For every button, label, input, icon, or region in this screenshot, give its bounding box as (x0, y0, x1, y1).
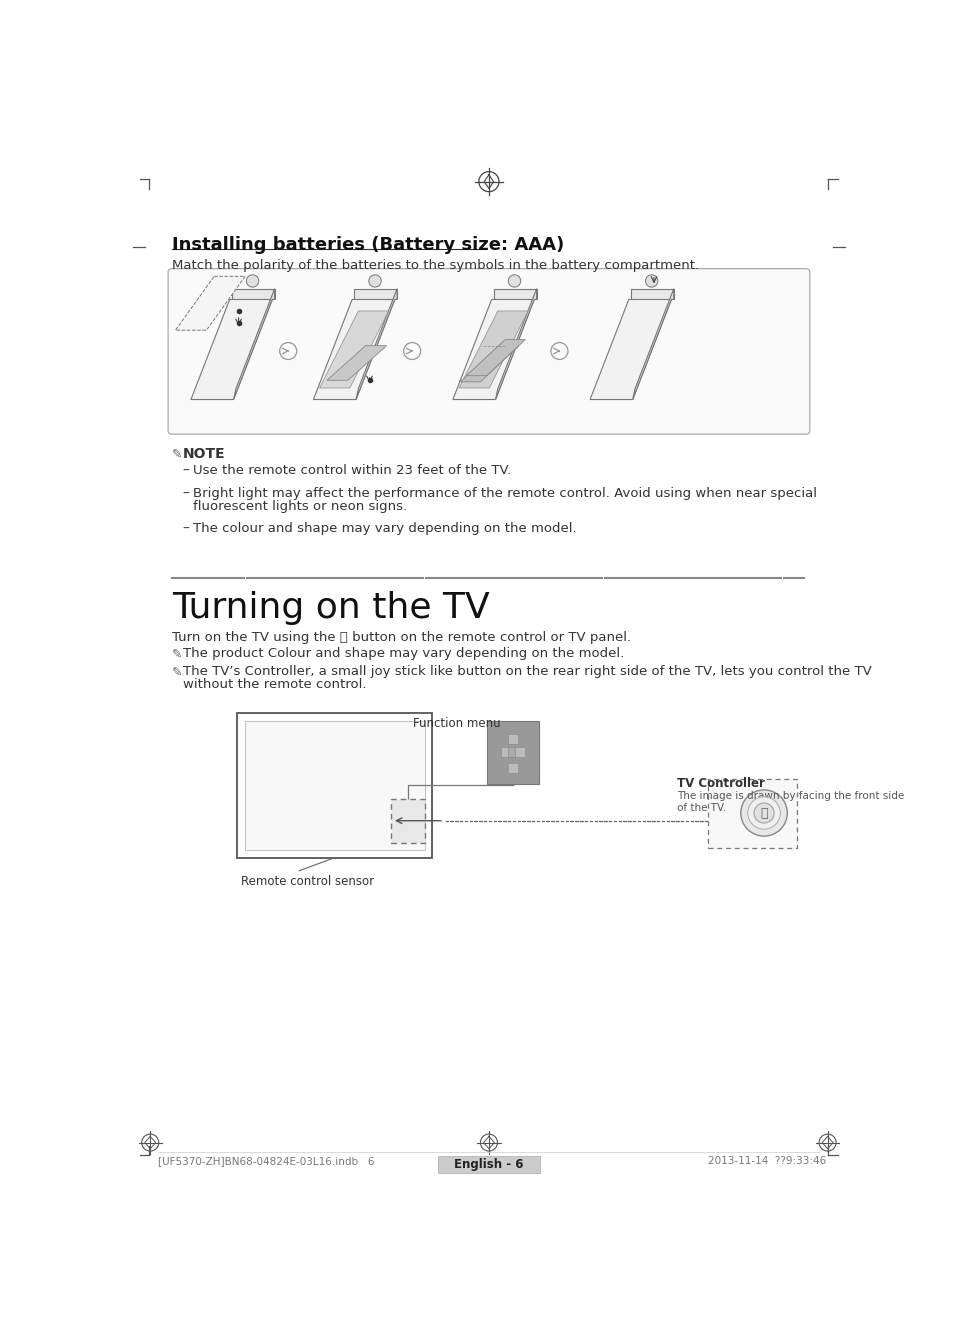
Text: without the remote control.: without the remote control. (183, 678, 366, 691)
Bar (486, 721, 538, 783)
Bar (508, 734, 517, 745)
Text: ✎: ✎ (172, 647, 182, 660)
Text: Match the polarity of the batteries to the symbols in the battery compartment.: Match the polarity of the batteries to t… (172, 259, 699, 272)
Text: ✎: ✎ (172, 666, 182, 678)
Text: The product Colour and shape may vary depending on the model.: The product Colour and shape may vary de… (183, 647, 623, 660)
Polygon shape (631, 289, 673, 300)
Bar (508, 764, 517, 773)
Circle shape (369, 275, 381, 287)
Polygon shape (319, 310, 388, 388)
Circle shape (508, 275, 520, 287)
Text: Turn on the TV using the ⏻ button on the remote control or TV panel.: Turn on the TV using the ⏻ button on the… (172, 631, 631, 645)
Text: fluorescent lights or neon signs.: fluorescent lights or neon signs. (193, 499, 407, 513)
Polygon shape (355, 289, 396, 399)
FancyBboxPatch shape (391, 799, 425, 843)
Polygon shape (494, 289, 536, 300)
Bar (508, 746, 517, 757)
Circle shape (747, 797, 780, 830)
Polygon shape (313, 300, 395, 399)
Polygon shape (453, 300, 534, 399)
Polygon shape (355, 289, 396, 300)
FancyBboxPatch shape (707, 779, 796, 848)
Circle shape (753, 803, 773, 823)
Text: The TV’s Controller, a small joy stick like button on the rear right side of the: The TV’s Controller, a small joy stick l… (183, 666, 871, 678)
Text: Remote control sensor: Remote control sensor (241, 875, 374, 888)
Circle shape (246, 275, 258, 287)
Text: –: – (183, 486, 190, 501)
Text: Turning on the TV: Turning on the TV (172, 592, 489, 625)
Polygon shape (466, 339, 525, 375)
Polygon shape (327, 346, 386, 380)
Polygon shape (458, 310, 528, 388)
Circle shape (740, 790, 786, 836)
Polygon shape (232, 289, 274, 300)
Text: English - 6: English - 6 (454, 1159, 523, 1172)
Polygon shape (191, 300, 272, 399)
Bar (236, 713, 432, 857)
Text: [UF5370-ZH]BN68-04824E-03L16.indb   6: [UF5370-ZH]BN68-04824E-03L16.indb 6 (158, 1156, 375, 1165)
Text: TV Controller: TV Controller (677, 777, 764, 790)
Polygon shape (175, 276, 245, 330)
Text: ✎: ✎ (172, 448, 182, 460)
FancyBboxPatch shape (168, 268, 809, 435)
Text: Function menu: Function menu (413, 717, 500, 729)
Text: –: – (183, 522, 190, 536)
Text: Installing batteries (Battery size: AAA): Installing batteries (Battery size: AAA) (172, 235, 563, 254)
Polygon shape (459, 346, 518, 382)
Bar (245, 721, 424, 849)
Polygon shape (495, 289, 536, 399)
Circle shape (645, 275, 658, 287)
Polygon shape (590, 300, 671, 399)
Polygon shape (233, 289, 274, 399)
Text: The colour and shape may vary depending on the model.: The colour and shape may vary depending … (193, 522, 576, 535)
Text: The image is drawn by facing the front side
of the TV.: The image is drawn by facing the front s… (677, 791, 903, 812)
Bar (515, 746, 525, 757)
Polygon shape (632, 289, 673, 399)
Text: –: – (183, 464, 190, 478)
FancyBboxPatch shape (437, 1156, 539, 1173)
Text: Bright light may affect the performance of the remote control. Avoid using when : Bright light may affect the performance … (193, 486, 816, 499)
Text: 2013-11-14  ??9:33:46: 2013-11-14 ??9:33:46 (707, 1156, 825, 1165)
Text: NOTE: NOTE (183, 448, 225, 461)
Bar (500, 746, 510, 757)
Text: Use the remote control within 23 feet of the TV.: Use the remote control within 23 feet of… (193, 464, 511, 477)
Text: ⏻: ⏻ (760, 807, 767, 819)
